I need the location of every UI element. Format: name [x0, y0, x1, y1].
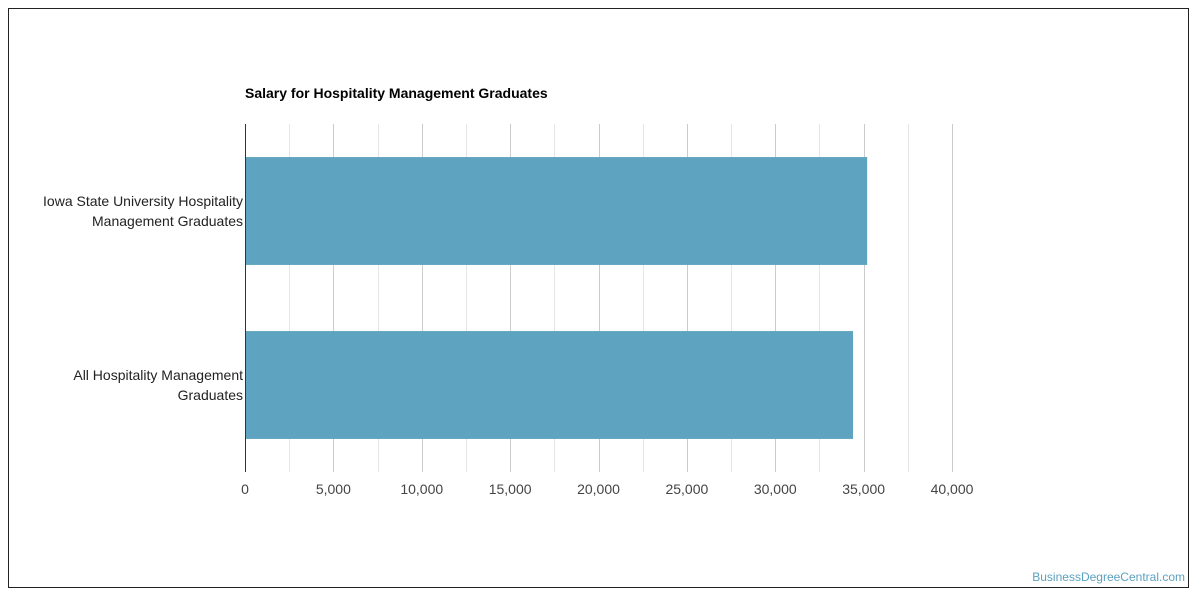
x-tick-label: 15,000 [489, 481, 532, 497]
bar [245, 157, 868, 265]
x-tick-label: 5,000 [316, 481, 351, 497]
category-label-line: Iowa State University Hospitality [43, 193, 243, 209]
x-tick-label: 30,000 [754, 481, 797, 497]
category-label: All Hospitality Management Graduates [3, 365, 243, 405]
bar [245, 331, 854, 439]
category-label: Iowa State University Hospitality Manage… [3, 191, 243, 231]
chart-frame [8, 8, 1189, 588]
x-tick-label: 20,000 [577, 481, 620, 497]
x-tick-label: 25,000 [665, 481, 708, 497]
x-tick-label: 10,000 [400, 481, 443, 497]
chart-title: Salary for Hospitality Management Gradua… [245, 85, 548, 101]
category-label-line: All Hospitality Management [73, 367, 243, 383]
category-label-line: Management Graduates [92, 213, 243, 229]
watermark: BusinessDegreeCentral.com [1032, 570, 1185, 584]
x-tick-label: 0 [241, 481, 249, 497]
category-label-line: Graduates [177, 387, 243, 403]
x-tick-label: 35,000 [842, 481, 885, 497]
x-tick-label: 40,000 [931, 481, 974, 497]
